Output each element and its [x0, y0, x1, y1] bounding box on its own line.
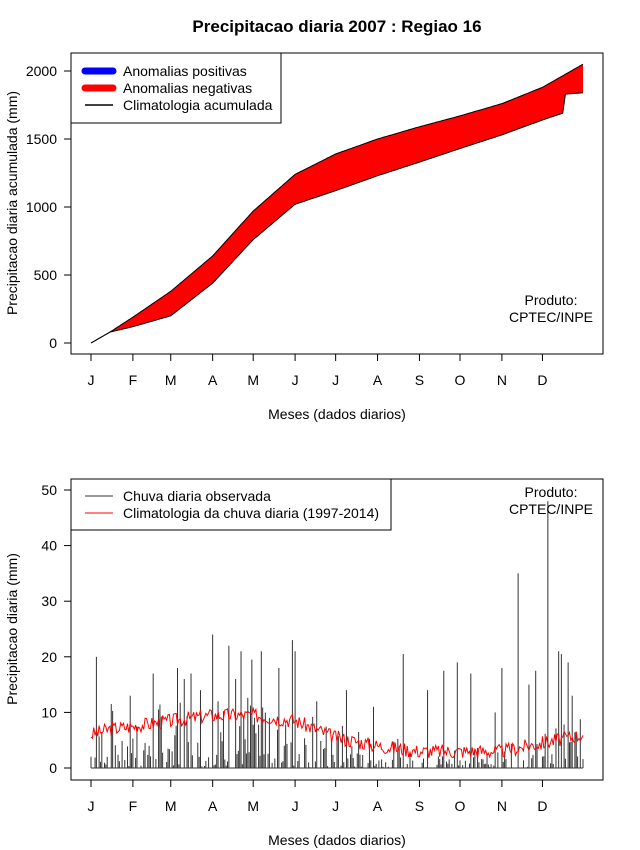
- legend-label-observed: Chuva diaria observada: [123, 488, 271, 504]
- daily-climatology-line-group: [90, 706, 584, 759]
- cumulative-annotation-line1: Produto:: [525, 292, 578, 308]
- cumulative-annotation-line2: CPTEC/INPE: [509, 309, 593, 325]
- cumulative-x-label: Meses (dados diarios): [268, 406, 406, 422]
- legend-label-negative: Anomalias negativas: [123, 80, 252, 96]
- legend-label-positive: Anomalias positivas: [123, 63, 247, 79]
- daily-y-tick-label: 10: [41, 704, 57, 720]
- cumulative-x-tick-label: F: [129, 372, 138, 388]
- cumulative-y-tick-label: 1500: [26, 131, 57, 147]
- daily-x-tick-label: A: [208, 798, 218, 814]
- cumulative-y-label: Precipitacao diaria acumulada (mm): [4, 91, 20, 315]
- legend-label-daily-climatology: Climatologia da chuva diaria (1997-2014): [123, 505, 379, 521]
- cumulative-x-tick-label: N: [497, 372, 507, 388]
- daily-y-tick-label: 20: [41, 649, 57, 665]
- daily-x-tick-label: J: [88, 798, 95, 814]
- cumulative-x-tick-label: O: [455, 372, 466, 388]
- daily-x-tick-label: O: [455, 798, 466, 814]
- cumulative-x-tick-label: J: [332, 372, 339, 388]
- legend-label-climatology: Climatologia acumulada: [123, 97, 273, 113]
- daily-y-tick-label: 0: [49, 760, 57, 776]
- daily-x-tick-label: D: [537, 798, 547, 814]
- daily-x-tick-label: J: [332, 798, 339, 814]
- daily-x-tick-label: J: [292, 798, 299, 814]
- daily-x-tick-label: N: [497, 798, 507, 814]
- daily-x-tick-label: S: [415, 798, 424, 814]
- cumulative-x-tick-label: M: [165, 372, 177, 388]
- cumulative-chart: 0 500 1000 1500 2000 J F M A M J J A S O N D Meses (dado…: [4, 52, 604, 422]
- climatology-cumulative-line: [90, 63, 584, 344]
- observed-daily-bars: [90, 501, 584, 769]
- daily-y-tick-label: 50: [41, 482, 57, 498]
- daily-chart: 0 10 20 30 40 50 J F M A M J J A S O N D Meses (dados dia…: [4, 478, 604, 848]
- cumulative-x-tick-label: D: [537, 372, 547, 388]
- cumulative-legend: Anomalias positivas Anomalias negativas …: [70, 52, 282, 124]
- negative-anomaly-area-group: [90, 63, 584, 344]
- cumulative-x-tick-label: A: [373, 372, 383, 388]
- daily-y-tick-label: 30: [41, 593, 57, 609]
- daily-annotation-line1: Produto:: [525, 484, 578, 500]
- cumulative-y-tick-label: 500: [34, 267, 58, 283]
- observed-cumulative-line: [90, 92, 584, 344]
- cumulative-x-tick-label: A: [208, 372, 218, 388]
- chart-title: Precipitacao diaria 2007 : Regiao 16: [192, 17, 481, 36]
- cumulative-plot-frame: [70, 52, 604, 355]
- cumulative-y-tick-label: 0: [49, 335, 57, 351]
- daily-legend: Chuva diaria observada Climatologia da c…: [70, 478, 392, 531]
- cumulative-x-tick-label: J: [88, 372, 95, 388]
- daily-annotation-line2: CPTEC/INPE: [509, 501, 593, 517]
- daily-x-tick-label: A: [373, 798, 383, 814]
- daily-axes: 0 10 20 30 40 50 J F M A M J J A S O N D: [41, 482, 547, 814]
- daily-climatology-line: [90, 706, 584, 759]
- cumulative-x-tick-label: J: [292, 372, 299, 388]
- cumulative-y-tick-label: 2000: [26, 63, 57, 79]
- cumulative-x-tick-label: M: [247, 372, 259, 388]
- daily-x-label: Meses (dados diarios): [268, 832, 406, 848]
- daily-x-tick-label: F: [129, 798, 138, 814]
- daily-y-label: Precipitacao diaria (mm): [4, 553, 20, 705]
- daily-legend-box: [70, 478, 392, 531]
- negative-anomaly-area: [91, 64, 583, 343]
- daily-x-tick-label: M: [247, 798, 259, 814]
- daily-y-tick-label: 40: [41, 538, 57, 554]
- daily-x-tick-label: M: [165, 798, 177, 814]
- cumulative-y-tick-label: 1000: [26, 199, 57, 215]
- cumulative-x-tick-label: S: [415, 372, 424, 388]
